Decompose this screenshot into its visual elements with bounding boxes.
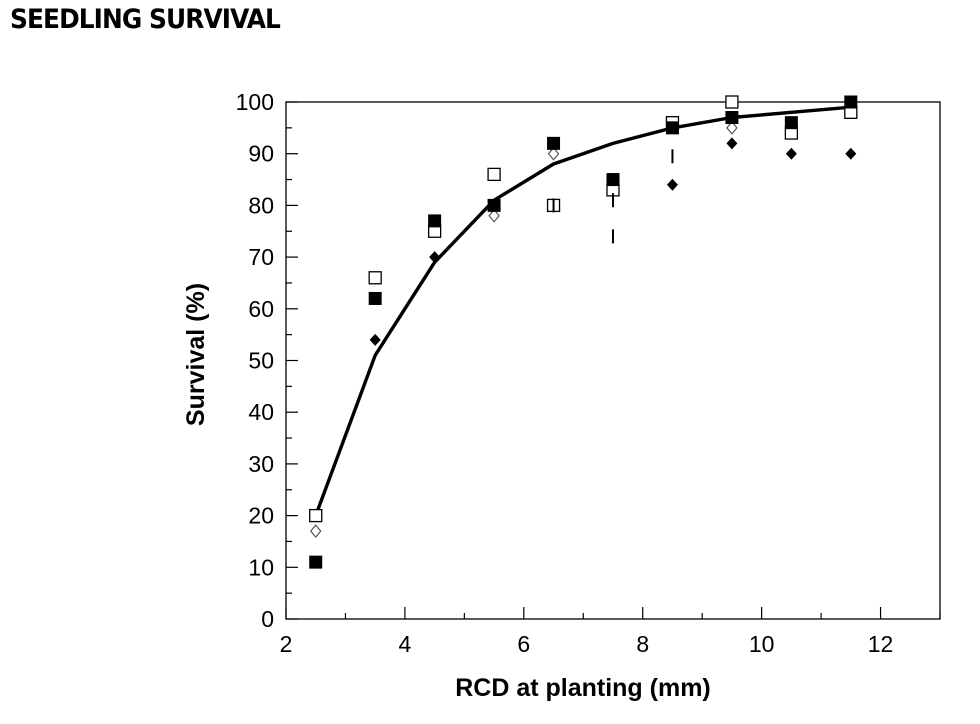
filled-square-point — [547, 136, 561, 150]
filled-square-point — [725, 111, 739, 125]
filled-diamond-point — [845, 147, 857, 160]
y-tick-label: 10 — [248, 554, 274, 580]
filled-square-point — [309, 555, 323, 569]
x-tick-label: 2 — [280, 631, 293, 657]
y-tick-label: 90 — [248, 141, 274, 167]
x-tick-label: 12 — [868, 631, 894, 657]
filled-diamond-point — [429, 251, 441, 264]
open-square-point — [725, 95, 739, 109]
y-tick-label: 60 — [248, 296, 274, 322]
y-tick-label: 40 — [248, 399, 274, 425]
filled-square-point — [368, 291, 382, 305]
open-diamond-point — [309, 524, 322, 539]
filled-square-point — [487, 198, 501, 212]
filled-square-point — [428, 214, 442, 228]
open-diamond-point — [488, 208, 500, 223]
filled-square-point — [844, 95, 858, 109]
y-tick-label: 100 — [236, 89, 274, 115]
fit-curve — [314, 105, 851, 517]
filled-square-point — [784, 116, 798, 130]
filled-square-point — [606, 173, 620, 187]
filled-diamond-point — [785, 147, 797, 160]
filled-diamond-point — [666, 178, 678, 191]
y-tick-label: 70 — [248, 244, 274, 270]
x-tick-label: 10 — [749, 631, 775, 657]
filled-square-point — [665, 121, 679, 135]
x-tick-label: 6 — [517, 631, 530, 657]
page-title: SEEDLING SURVIVAL — [10, 4, 281, 35]
x-axis-title: RCD at planting (mm) — [455, 674, 711, 702]
y-axis-title: Survival (%) — [182, 283, 210, 426]
open-diamond-point — [547, 146, 560, 161]
open-square-point — [368, 271, 382, 285]
y-tick-label: 0 — [261, 606, 274, 632]
y-tick-label: 30 — [248, 451, 274, 477]
filled-diamond-point — [369, 333, 381, 346]
filled-diamond-point — [726, 137, 738, 150]
open-square-point — [487, 167, 501, 182]
x-tick-label: 8 — [636, 631, 649, 657]
open-diamond-point — [726, 120, 738, 135]
y-tick-label: 20 — [248, 503, 274, 529]
y-tick-label: 80 — [248, 192, 274, 218]
y-tick-label: 50 — [248, 348, 274, 374]
x-tick-label: 4 — [399, 631, 412, 657]
open-square-point — [309, 508, 323, 523]
